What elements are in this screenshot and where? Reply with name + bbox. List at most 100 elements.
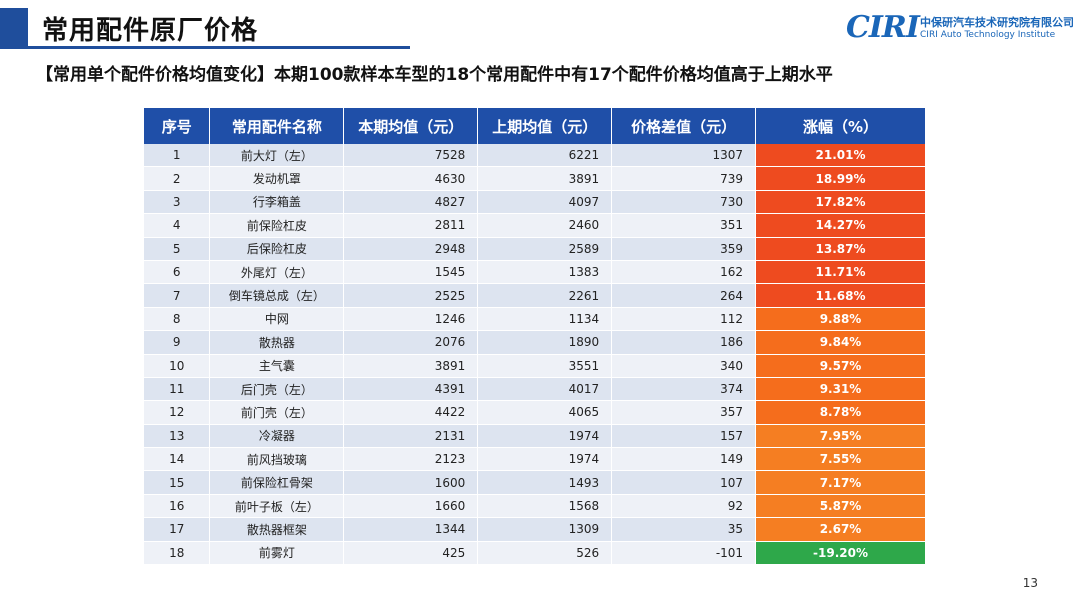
cell-change-pct: 13.87% [755, 237, 926, 261]
table-row: 17 散热器框架 1344 1309 35 2.67% [144, 517, 926, 542]
cell-current-avg: 2811 [343, 213, 479, 238]
cell-previous-avg: 3551 [477, 354, 613, 378]
cell-no: 5 [144, 237, 211, 261]
table-header-row: 序号 常用配件名称 本期均值（元） 上期均值（元） 价格差值（元） 涨幅（%） [144, 108, 926, 144]
logo-mark: CIRI [846, 10, 920, 45]
cell-no: 18 [144, 541, 211, 566]
cell-no: 11 [144, 377, 211, 402]
cell-previous-avg: 1383 [477, 260, 613, 285]
header-no: 序号 [144, 108, 211, 144]
cell-no: 17 [144, 517, 211, 542]
cell-previous-avg: 6221 [477, 144, 613, 168]
header-previous-avg: 上期均值（元） [477, 108, 613, 144]
table-row: 5 后保险杠皮 2948 2589 359 13.87% [144, 237, 926, 261]
cell-change-pct: 9.84% [755, 330, 926, 355]
cell-part-name: 前叶子板（左） [209, 494, 345, 519]
cell-current-avg: 2123 [343, 447, 479, 472]
cell-current-avg: 1660 [343, 494, 479, 519]
cell-change-pct: 8.78% [755, 400, 926, 425]
cell-current-avg: 425 [343, 541, 479, 566]
cell-current-avg: 7528 [343, 144, 479, 168]
cell-current-avg: 1545 [343, 260, 479, 285]
cell-previous-avg: 4065 [477, 400, 613, 425]
cell-change-pct: 11.71% [755, 260, 926, 285]
table-row: 15 前保险杠骨架 1600 1493 107 7.17% [144, 470, 926, 495]
cell-previous-avg: 1890 [477, 330, 613, 355]
cell-no: 2 [144, 166, 211, 191]
table-row: 11 后门壳（左） 4391 4017 374 9.31% [144, 377, 926, 402]
cell-change-pct: 18.99% [755, 166, 926, 191]
cell-previous-avg: 1568 [477, 494, 613, 519]
table-row: 8 中网 1246 1134 112 9.88% [144, 307, 926, 332]
cell-no: 14 [144, 447, 211, 472]
logo-company-en: CIRI Auto Technology Institute [920, 30, 1056, 40]
cell-no: 6 [144, 260, 211, 285]
cell-no: 4 [144, 213, 211, 238]
cell-change-pct: 9.31% [755, 377, 926, 402]
cell-price-diff: 730 [611, 190, 757, 215]
cell-change-pct: 7.17% [755, 470, 926, 495]
cell-price-diff: 340 [611, 354, 757, 378]
cell-current-avg: 4827 [343, 190, 479, 215]
header-change-pct: 涨幅（%） [755, 108, 926, 144]
logo-company-cn: 中保研汽车技术研究院有限公司 [920, 16, 1074, 29]
cell-change-pct: -19.20% [755, 541, 926, 566]
table-row: 12 前门壳（左） 4422 4065 357 8.78% [144, 400, 926, 425]
cell-previous-avg: 1974 [477, 447, 613, 472]
cell-change-pct: 14.27% [755, 213, 926, 238]
cell-price-diff: 374 [611, 377, 757, 402]
page-number: 13 [1022, 576, 1038, 590]
cell-previous-avg: 4097 [477, 190, 613, 215]
table-row: 18 前雾灯 425 526 -101 -19.20% [144, 541, 926, 566]
cell-change-pct: 9.57% [755, 354, 926, 378]
cell-price-diff: 107 [611, 470, 757, 495]
cell-price-diff: 157 [611, 424, 757, 449]
title-accent-bar [0, 8, 28, 46]
cell-price-diff: 739 [611, 166, 757, 191]
title-underline [0, 46, 410, 49]
cell-previous-avg: 3891 [477, 166, 613, 191]
cell-no: 9 [144, 330, 211, 355]
cell-previous-avg: 4017 [477, 377, 613, 402]
cell-price-diff: 351 [611, 213, 757, 238]
cell-current-avg: 1246 [343, 307, 479, 332]
cell-no: 7 [144, 283, 211, 308]
cell-no: 8 [144, 307, 211, 332]
cell-price-diff: 264 [611, 283, 757, 308]
cell-part-name: 中网 [209, 307, 345, 332]
cell-part-name: 散热器 [209, 330, 345, 355]
cell-part-name: 后门壳（左） [209, 377, 345, 402]
table-row: 6 外尾灯（左） 1545 1383 162 11.71% [144, 260, 926, 285]
cell-change-pct: 7.95% [755, 424, 926, 449]
cell-no: 10 [144, 354, 211, 378]
header-current-avg: 本期均值（元） [343, 108, 479, 144]
cell-price-diff: 112 [611, 307, 757, 332]
table-row: 16 前叶子板（左） 1660 1568 92 5.87% [144, 494, 926, 519]
cell-part-name: 行李箱盖 [209, 190, 345, 215]
cell-part-name: 散热器框架 [209, 517, 345, 542]
cell-change-pct: 9.88% [755, 307, 926, 332]
cell-part-name: 冷凝器 [209, 424, 345, 449]
cell-change-pct: 5.87% [755, 494, 926, 519]
cell-current-avg: 1600 [343, 470, 479, 495]
table-row: 13 冷凝器 2131 1974 157 7.95% [144, 424, 926, 449]
cell-price-diff: 149 [611, 447, 757, 472]
cell-part-name: 前风挡玻璃 [209, 447, 345, 472]
cell-previous-avg: 2261 [477, 283, 613, 308]
table-row: 1 前大灯（左） 7528 6221 1307 21.01% [144, 144, 926, 168]
table-row: 3 行李箱盖 4827 4097 730 17.82% [144, 190, 926, 215]
cell-current-avg: 4422 [343, 400, 479, 425]
cell-price-diff: 1307 [611, 144, 757, 168]
cell-part-name: 前大灯（左） [209, 144, 345, 168]
header-part-name: 常用配件名称 [209, 108, 345, 144]
table-row: 10 主气囊 3891 3551 340 9.57% [144, 354, 926, 378]
table-row: 4 前保险杠皮 2811 2460 351 14.27% [144, 213, 926, 238]
cell-part-name: 前雾灯 [209, 541, 345, 566]
cell-no: 12 [144, 400, 211, 425]
cell-current-avg: 2525 [343, 283, 479, 308]
cell-previous-avg: 526 [477, 541, 613, 566]
page-subtitle: 【常用单个配件价格均值变化】本期100款样本车型的18个常用配件中有17个配件价… [36, 65, 833, 85]
cell-previous-avg: 2589 [477, 237, 613, 261]
cell-price-diff: 357 [611, 400, 757, 425]
cell-change-pct: 7.55% [755, 447, 926, 472]
